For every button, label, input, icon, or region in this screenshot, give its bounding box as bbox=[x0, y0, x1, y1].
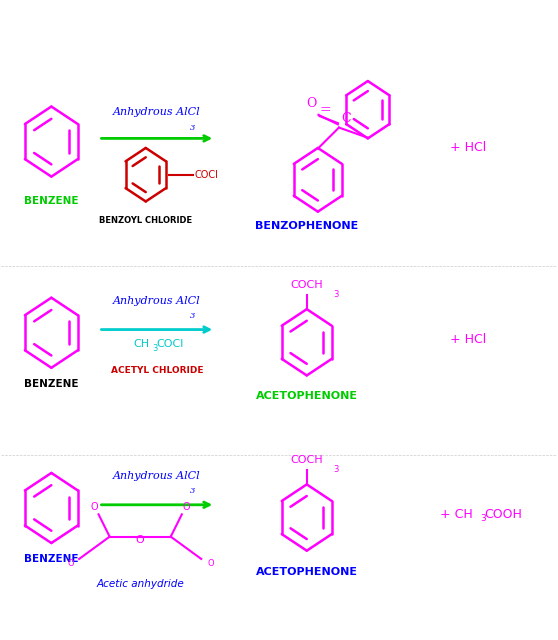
Text: O: O bbox=[208, 559, 214, 568]
Text: COCl: COCl bbox=[194, 170, 218, 180]
Text: 3: 3 bbox=[190, 312, 195, 320]
Text: CH: CH bbox=[133, 339, 150, 349]
Text: COCH: COCH bbox=[291, 280, 323, 290]
Text: O: O bbox=[90, 502, 98, 512]
Text: COCH: COCH bbox=[291, 455, 323, 465]
Text: Anhydrous AlCl: Anhydrous AlCl bbox=[113, 296, 201, 306]
Text: O: O bbox=[136, 535, 145, 545]
Text: C: C bbox=[341, 111, 350, 125]
Text: ACETOPHENONE: ACETOPHENONE bbox=[256, 566, 358, 577]
Text: COCl: COCl bbox=[157, 339, 184, 349]
Text: BENZENE: BENZENE bbox=[24, 196, 79, 205]
Text: 3: 3 bbox=[334, 290, 339, 299]
Text: BENZOYL CHLORIDE: BENZOYL CHLORIDE bbox=[99, 216, 193, 225]
Text: 3: 3 bbox=[190, 487, 195, 495]
Text: Anhydrous AlCl: Anhydrous AlCl bbox=[113, 108, 201, 117]
Text: ACETOPHENONE: ACETOPHENONE bbox=[256, 392, 358, 401]
Text: + HCl: + HCl bbox=[450, 141, 486, 154]
Text: 3: 3 bbox=[190, 124, 195, 132]
Text: ACETYL CHLORIDE: ACETYL CHLORIDE bbox=[110, 366, 203, 375]
Text: =: = bbox=[319, 102, 331, 116]
Text: Anhydrous AlCl: Anhydrous AlCl bbox=[113, 471, 201, 481]
Text: BENZENE: BENZENE bbox=[24, 554, 79, 564]
Text: 3: 3 bbox=[152, 344, 158, 353]
Text: + HCl: + HCl bbox=[450, 333, 486, 346]
Text: O: O bbox=[182, 502, 190, 512]
Text: O: O bbox=[306, 97, 316, 111]
Text: Acetic anhydride: Acetic anhydride bbox=[97, 579, 184, 589]
Text: O: O bbox=[68, 559, 74, 568]
Text: + CH: + CH bbox=[440, 508, 473, 521]
Text: BENZENE: BENZENE bbox=[24, 379, 79, 388]
Text: 3: 3 bbox=[334, 465, 339, 474]
Text: COOH: COOH bbox=[484, 508, 522, 521]
Text: BENZOPHENONE: BENZOPHENONE bbox=[255, 221, 358, 231]
Text: 3: 3 bbox=[480, 515, 486, 524]
